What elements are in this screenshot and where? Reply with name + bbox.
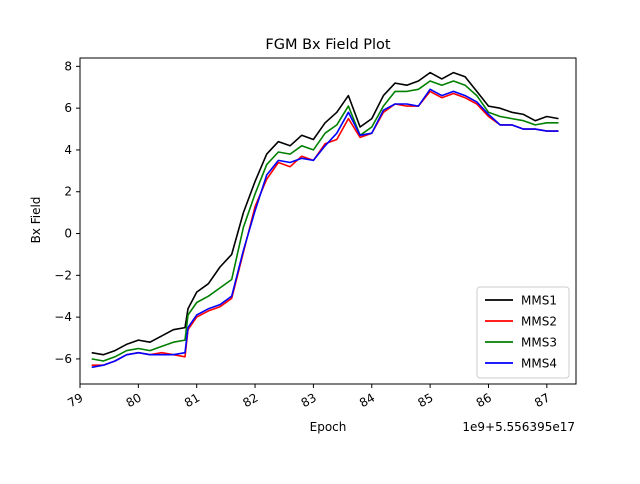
y-tick-label: 8 xyxy=(64,59,72,73)
series-line-mms1 xyxy=(91,71,559,356)
legend-label-mms1: MMS1 xyxy=(521,294,557,308)
x-tick-label: 87 xyxy=(532,390,552,410)
x-axis: 79 80 81 82 83 84 85 86 87 xyxy=(65,384,552,410)
x-offset-text: 1e9+5.556395e17 xyxy=(462,420,575,434)
series-line-mms3 xyxy=(91,80,559,362)
legend-box xyxy=(476,286,570,379)
x-tick-label: 84 xyxy=(357,390,377,410)
x-axis-label: Epoch xyxy=(310,420,347,434)
y-tick-label: 0 xyxy=(64,227,72,241)
x-tick-label: 85 xyxy=(415,390,435,410)
chart-title: FGM Bx Field Plot xyxy=(265,37,391,53)
y-axis-label: Bx Field xyxy=(29,197,43,244)
x-tick-label: 81 xyxy=(182,390,202,410)
axes-frame xyxy=(79,57,577,385)
y-tick-label: 6 xyxy=(64,101,72,115)
legend-label-mms4: MMS4 xyxy=(521,357,557,371)
legend: MMS1 MMS2 MMS3 MMS4 xyxy=(476,286,570,379)
y-axis: −6 −4 −2 0 2 4 6 8 xyxy=(54,59,80,366)
x-tick-label: 86 xyxy=(474,390,494,410)
y-tick-label: 2 xyxy=(64,185,72,199)
x-tick-label: 83 xyxy=(299,390,319,410)
y-tick-label: 4 xyxy=(64,143,72,157)
x-tick-label: 82 xyxy=(240,390,260,410)
y-tick-label: −4 xyxy=(54,310,72,324)
y-tick-label: −6 xyxy=(54,352,72,366)
series-line-mms4 xyxy=(91,88,559,369)
y-tick-label: −2 xyxy=(54,268,72,282)
x-tick-label: 80 xyxy=(124,390,144,410)
series-layer xyxy=(91,71,559,369)
x-tick-label: 79 xyxy=(65,390,85,410)
legend-label-mms2: MMS2 xyxy=(521,315,557,329)
legend-label-mms3: MMS3 xyxy=(521,336,557,350)
